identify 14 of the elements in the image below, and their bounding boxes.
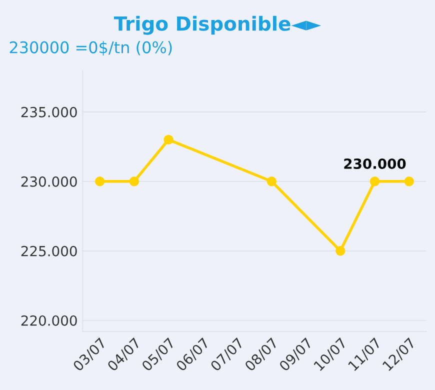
- y-tick-label: 230.000: [21, 176, 77, 187]
- point: [266, 176, 277, 186]
- chart-subtitle: 230000 =0$/tn (0%): [10, 41, 172, 56]
- point: [129, 176, 140, 186]
- point: [336, 246, 346, 256]
- annotation: 230.000: [344, 158, 406, 169]
- chart-title: Trigo Disponible◄►: [114, 16, 322, 35]
- point: [94, 176, 105, 186]
- y-tick-label: 225.000: [21, 246, 77, 256]
- point: [164, 134, 174, 145]
- point: [404, 176, 414, 186]
- y-tick-label: 220.000: [21, 315, 77, 326]
- point: [370, 176, 380, 186]
- y-tick-label: 235.000: [21, 106, 77, 118]
